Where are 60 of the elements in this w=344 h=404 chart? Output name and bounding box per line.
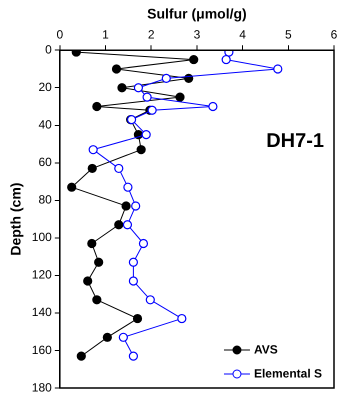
point [162,74,171,83]
point [128,276,138,286]
y-tick-label: 60 [38,155,52,170]
y-tick-label: 0 [45,42,52,57]
point [177,314,186,324]
point [92,102,102,112]
x-tick-label: 5 [284,27,292,42]
point [148,106,157,115]
legend-label: AVS [254,342,278,356]
point [102,332,112,342]
annotation: DH7-1 [266,130,324,152]
y-axis-title: Depth (cm) [7,182,24,256]
point [112,64,122,74]
y-tick-label: 120 [32,268,52,282]
point [134,83,144,92]
point [92,295,102,304]
point [189,54,198,64]
point [88,145,98,154]
point [83,276,92,286]
point [222,54,231,64]
y-tick-label: 140 [32,305,52,320]
point [138,238,148,248]
y-tick-label: 160 [32,342,52,357]
x-axis-title: Sulfur (μmol/g) [147,5,247,22]
point [208,102,218,112]
x-tick-label: 1 [102,27,110,42]
point [123,182,133,192]
point [87,238,96,248]
x-tick-label: 2 [148,27,155,42]
point [88,164,97,174]
point [175,92,185,102]
point [67,182,76,192]
y-tick-label: 80 [38,192,52,207]
y-tick-label: 20 [38,80,52,94]
point [131,201,140,211]
point [122,220,132,230]
x-tick-label: 6 [330,27,338,42]
point [132,314,142,324]
point [117,83,127,92]
point [142,92,152,102]
y-tick-label: 40 [38,118,52,132]
x-tick-label: 0 [56,27,64,42]
point [114,164,124,174]
x-tick-label: 4 [239,27,246,42]
point [128,258,138,267]
point [136,145,146,154]
point [128,351,138,361]
x-tick-label: 3 [194,27,201,42]
point [94,258,104,267]
point [118,332,128,342]
point [114,220,124,230]
point [142,130,151,140]
point [273,64,282,74]
point [146,295,155,304]
legend-label: Elemental S [254,366,322,380]
y-tick-label: 100 [32,230,52,244]
y-tick-label: 180 [32,380,52,394]
point [76,351,86,361]
point [72,50,81,57]
point [121,201,131,211]
